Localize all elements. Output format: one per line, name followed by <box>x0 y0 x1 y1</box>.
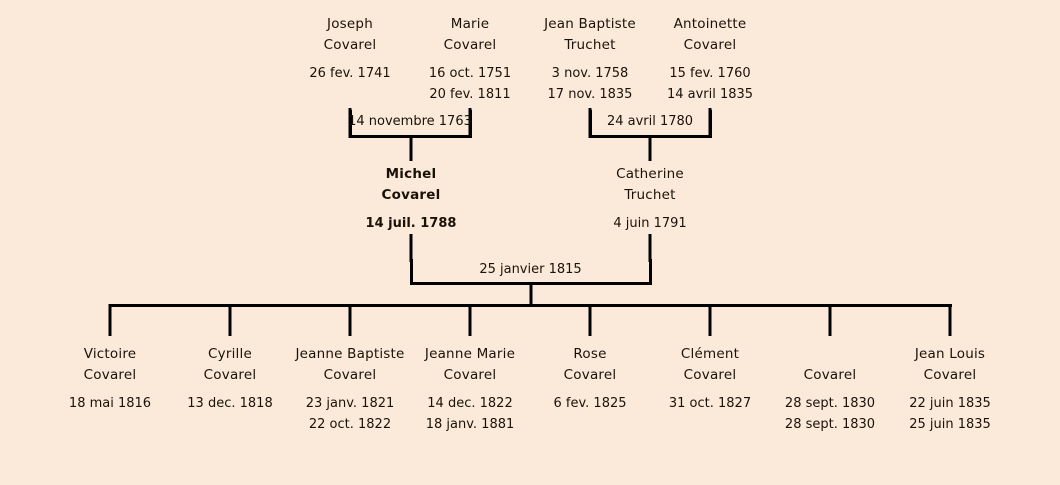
person-dates: 31 oct. 1827 <box>669 393 751 414</box>
person-dates: 16 oct. 1751 20 fev. 1811 <box>429 63 511 105</box>
person-jeanne-marie-covarel[interactable]: Jeanne Marie Covarel 14 dec. 1822 18 jan… <box>425 344 515 435</box>
person-surname: Covarel <box>443 37 497 53</box>
person-dates: 4 juin 1791 <box>613 213 686 234</box>
person-death-date: 28 sept. 1830 <box>784 417 876 432</box>
person-joseph-covarel[interactable]: Joseph Covarel 26 fev. 1741 <box>309 14 390 84</box>
person-dates: 23 janv. 1821 22 oct. 1822 <box>295 393 404 435</box>
person-given-name: Michel <box>385 166 437 182</box>
connector-stem-child-3 <box>348 304 352 336</box>
person-given-name: Cyrille <box>208 346 252 362</box>
person-cyrille-covarel[interactable]: Cyrille Covarel 13 dec. 1818 <box>187 344 272 414</box>
person-birth-date: 4 juin 1791 <box>613 216 687 231</box>
connector-stem-child-4 <box>468 304 472 336</box>
person-surname: Covarel <box>443 367 497 383</box>
connector-stem-child-1 <box>108 304 112 336</box>
person-given-name: Marie <box>450 16 490 32</box>
person-dates: 6 fev. 1825 <box>553 393 626 414</box>
person-dates: 3 nov. 1758 17 nov. 1835 <box>544 63 636 105</box>
person-unnamed-covarel[interactable]: Covarel 28 sept. 1830 28 sept. 1830 <box>785 344 875 435</box>
person-death-date: 14 avril 1835 <box>666 87 754 102</box>
person-surname: Covarel <box>683 367 737 383</box>
person-clement-covarel[interactable]: Clément Covarel 31 oct. 1827 <box>669 344 751 414</box>
person-surname: Truchet <box>624 187 676 203</box>
connector-stem-child-6 <box>708 304 712 336</box>
connector-stem-catherine <box>648 234 652 262</box>
person-jean-baptiste-truchet[interactable]: Jean Baptiste Truchet 3 nov. 1758 17 nov… <box>544 14 636 105</box>
marriage-date-label: 24 avril 1780 <box>606 114 694 129</box>
person-birth-date: 14 dec. 1822 <box>427 396 513 411</box>
person-birth-date: 23 janv. 1821 <box>305 396 395 411</box>
person-birth-date: 15 fev. 1760 <box>669 66 751 81</box>
person-birth-date: 28 sept. 1830 <box>784 396 876 411</box>
sibling-connector-bar <box>108 304 952 307</box>
person-birth-date: 22 juin 1835 <box>909 396 991 411</box>
person-antoinette-covarel[interactable]: Antoinette Covarel 15 fev. 1760 14 avril… <box>667 14 753 105</box>
person-surname: Covarel <box>83 367 137 383</box>
marriage-date-label: 25 janvier 1815 <box>479 262 582 277</box>
person-birth-date: 31 oct. 1827 <box>668 396 752 411</box>
connector-stem-child-8 <box>948 304 952 336</box>
person-death-date: 25 juin 1835 <box>909 417 991 432</box>
person-birth-date: 3 nov. 1758 <box>551 66 629 81</box>
person-michel-covarel[interactable]: Michel Covarel 14 juil. 1788 <box>366 164 457 234</box>
person-surname: Covarel <box>803 367 857 383</box>
person-surname: Truchet <box>564 37 616 53</box>
person-surname: Covarel <box>323 367 377 383</box>
connector-stem-child-7 <box>828 304 832 336</box>
person-birth-date: 13 dec. 1818 <box>187 396 273 411</box>
person-jeanne-baptiste-covarel[interactable]: Jeanne Baptiste Covarel 23 janv. 1821 22… <box>295 344 404 435</box>
person-given-name: Catherine <box>616 166 684 182</box>
person-given-name: Victoire <box>83 346 137 362</box>
person-surname: Covarel <box>323 37 377 53</box>
connector-stem-child-2 <box>228 304 232 336</box>
connector-stem-michel <box>409 234 413 262</box>
person-given-name: Jean Louis <box>914 346 986 362</box>
person-given-name: Rose <box>573 346 607 362</box>
person-rose-covarel[interactable]: Rose Covarel 6 fev. 1825 <box>553 344 626 414</box>
person-dates: 13 dec. 1818 <box>187 393 272 414</box>
person-birth-date: 16 oct. 1751 <box>428 66 512 81</box>
person-dates: 18 mai 1816 <box>69 393 151 414</box>
person-given-name: Joseph <box>327 16 373 32</box>
person-dates: 14 dec. 1822 18 janv. 1881 <box>425 393 515 435</box>
person-dates: 15 fev. 1760 14 avril 1835 <box>667 63 753 105</box>
person-surname: Covarel <box>923 367 977 383</box>
person-given-name: Jean Baptiste <box>544 16 636 32</box>
person-surname: Covarel <box>203 367 257 383</box>
connector-stem-child-5 <box>588 304 592 336</box>
person-victoire-covarel[interactable]: Victoire Covarel 18 mai 1816 <box>69 344 151 414</box>
connector-marriage-1780-to-child <box>648 137 652 161</box>
person-dates: 22 juin 1835 25 juin 1835 <box>909 393 991 435</box>
person-given-name: Antoinette <box>673 16 747 32</box>
person-surname: Covarel <box>683 37 737 53</box>
marriage-bracket-1780[interactable]: 24 avril 1780 <box>588 110 712 138</box>
marriage-bracket-1815[interactable]: 25 janvier 1815 <box>409 259 652 285</box>
person-catherine-truchet[interactable]: Catherine Truchet 4 juin 1791 <box>613 164 686 234</box>
person-dates: 14 juil. 1788 <box>366 213 457 234</box>
person-birth-date: 14 juil. 1788 <box>365 216 457 231</box>
person-death-date: 22 oct. 1822 <box>308 417 392 432</box>
person-dates: 28 sept. 1830 28 sept. 1830 <box>785 393 875 435</box>
person-death-date: 20 fev. 1811 <box>429 87 511 102</box>
marriage-date-label: 14 novembre 1763 <box>348 114 472 129</box>
person-surname: Covarel <box>381 187 441 203</box>
person-birth-date: 26 fev. 1741 <box>309 66 391 81</box>
person-marie-covarel[interactable]: Marie Covarel 16 oct. 1751 20 fev. 1811 <box>429 14 511 105</box>
person-surname: Covarel <box>563 367 617 383</box>
person-given-name: Jeanne Baptiste <box>295 346 405 362</box>
person-given-name: Jeanne Marie <box>424 346 516 362</box>
connector-marriage-1763-to-child <box>409 137 413 161</box>
person-dates: 26 fev. 1741 <box>309 63 390 84</box>
person-jean-louis-covarel[interactable]: Jean Louis Covarel 22 juin 1835 25 juin … <box>909 344 991 435</box>
person-birth-date: 18 mai 1816 <box>68 396 152 411</box>
person-given-name: Clément <box>680 346 740 362</box>
person-birth-date: 6 fev. 1825 <box>553 396 627 411</box>
marriage-bracket-1763[interactable]: 14 novembre 1763 <box>348 110 472 138</box>
connector-1815-to-sibling-bar <box>529 284 533 306</box>
person-death-date: 18 janv. 1881 <box>425 417 515 432</box>
person-death-date: 17 nov. 1835 <box>547 87 633 102</box>
